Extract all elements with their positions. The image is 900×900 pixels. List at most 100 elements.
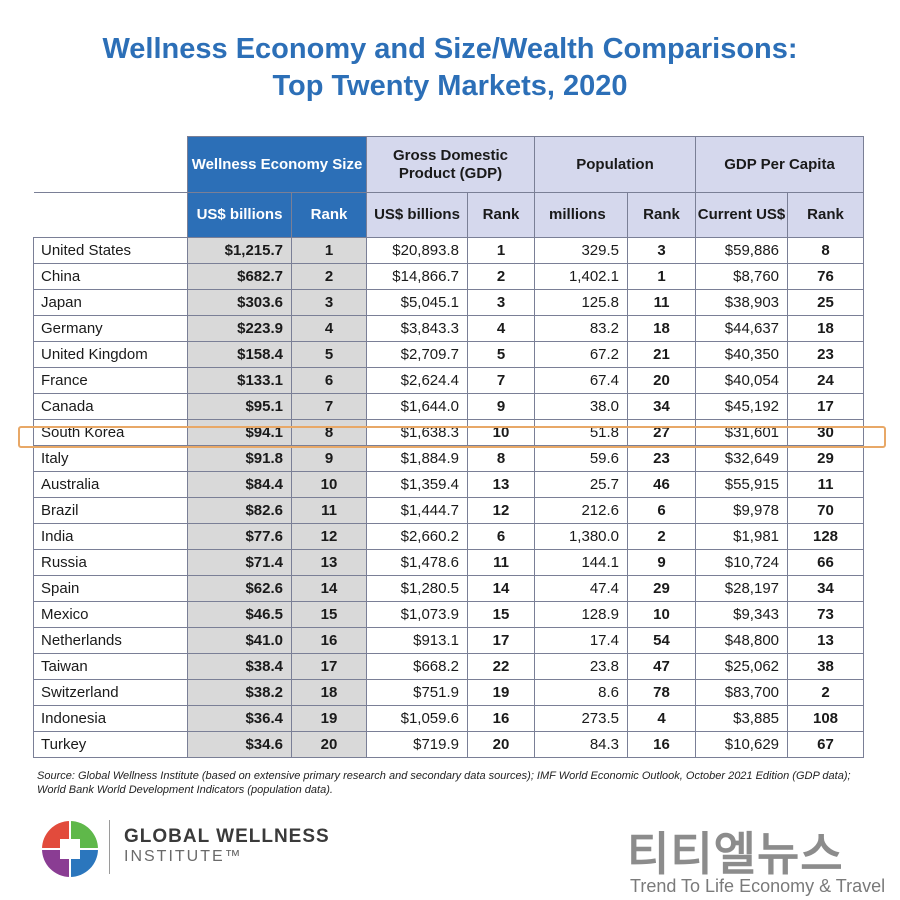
cell-country: Switzerland [33, 679, 188, 706]
cell-gdp-per-capita: $9,343 [695, 601, 789, 628]
cell-wellness-rank: 16 [291, 627, 367, 654]
cell-gdp-per-capita: $55,915 [695, 471, 789, 498]
cell-wellness-size: $82.6 [187, 497, 292, 524]
cell-wellness-rank: 6 [291, 367, 367, 394]
cell-population-rank: 34 [627, 393, 697, 420]
cell-wellness-rank: 13 [291, 549, 367, 576]
cell-gdp-rank: 15 [466, 601, 536, 628]
cell-population: 17.4 [534, 627, 629, 654]
cell-wellness-rank: 14 [291, 575, 367, 602]
cell-population: 84.3 [534, 731, 629, 758]
cell-country: Indonesia [33, 705, 188, 732]
cell-population: 51.8 [534, 419, 629, 446]
cell-gdp-rank: 11 [466, 549, 536, 576]
cell-wellness-size: $38.4 [187, 653, 292, 680]
table-body: United States $1,215.7 1 $20,893.8 1 329.5 3 $5… [33, 237, 865, 758]
cell-population-rank: 21 [627, 341, 697, 368]
cell-wellness-size: $38.2 [187, 679, 292, 706]
cell-gdp-rank: 14 [466, 575, 536, 602]
cell-population: 329.5 [534, 237, 629, 264]
cell-population: 144.1 [534, 549, 629, 576]
cell-gdp: $1,644.0 [366, 393, 468, 420]
data-table: Wellness Economy Size Gross Domestic Pro… [33, 136, 865, 758]
cell-gdp-rank: 16 [466, 705, 536, 732]
cell-wellness-rank: 4 [291, 315, 367, 342]
cell-wellness-size: $95.1 [187, 393, 292, 420]
cell-gdp-per-capita-rank: 66 [787, 549, 865, 576]
cell-country: India [33, 523, 188, 550]
table-row: Japan $303.6 3 $5,045.1 3 125.8 11 $38,903 25 [33, 289, 865, 316]
source-note: Source: Global Wellness Institute (based… [37, 770, 851, 796]
brand-name-line1: GLOBAL WELLNESS [124, 826, 330, 847]
cell-gdp-rank: 9 [466, 393, 536, 420]
cell-population-rank: 6 [627, 497, 697, 524]
cell-gdp-rank: 7 [466, 367, 536, 394]
cell-country: China [33, 263, 188, 290]
cell-population: 1,380.0 [534, 523, 629, 550]
table-row: India $77.6 12 $2,660.2 6 1,380.0 2 $1,981 128 [33, 523, 865, 550]
cell-population-rank: 47 [627, 653, 697, 680]
cell-gdp: $668.2 [366, 653, 468, 680]
cell-gdp: $14,866.7 [366, 263, 468, 290]
cell-gdp-rank: 19 [466, 679, 536, 706]
cell-wellness-size: $682.7 [187, 263, 292, 290]
cell-country: Brazil [33, 497, 188, 524]
cell-gdp-rank: 8 [466, 445, 536, 472]
cell-wellness-size: $223.9 [187, 315, 292, 342]
cell-gdp: $1,444.7 [366, 497, 468, 524]
table-row: Spain $62.6 14 $1,280.5 14 47.4 29 $28,197 34 [33, 575, 865, 602]
cell-country: Germany [33, 315, 188, 342]
cell-gdp-rank: 5 [466, 341, 536, 368]
table-row: Canada $95.1 7 $1,644.0 9 38.0 34 $45,192 17 [33, 393, 865, 420]
cell-country: United Kingdom [33, 341, 188, 368]
cell-population-rank: 27 [627, 419, 697, 446]
cell-wellness-rank: 2 [291, 263, 367, 290]
cell-population: 67.2 [534, 341, 629, 368]
subheader-gdp-per-capita-unit: Current US$ [695, 192, 789, 238]
cell-gdp-rank: 2 [466, 263, 536, 290]
cell-wellness-size: $94.1 [187, 419, 292, 446]
table-row: China $682.7 2 $14,866.7 2 1,402.1 1 $8,760 76 [33, 263, 865, 290]
cell-gdp-per-capita-rank: 2 [787, 679, 865, 706]
cell-population-rank: 23 [627, 445, 697, 472]
cell-population: 128.9 [534, 601, 629, 628]
cell-wellness-size: $77.6 [187, 523, 292, 550]
cell-gdp-per-capita: $31,601 [695, 419, 789, 446]
cell-wellness-size: $46.5 [187, 601, 292, 628]
cell-gdp-per-capita: $28,197 [695, 575, 789, 602]
cell-country: Taiwan [33, 653, 188, 680]
cell-gdp: $1,059.6 [366, 705, 468, 732]
subheader-gdp-unit: US$ billions [366, 192, 468, 238]
cell-gdp-per-capita-rank: 11 [787, 471, 865, 498]
cell-population: 125.8 [534, 289, 629, 316]
watermark-korean: 티티엘뉴스 [627, 828, 844, 880]
header-population: Population [534, 136, 697, 193]
cell-gdp-per-capita-rank: 108 [787, 705, 865, 732]
cell-gdp-per-capita-rank: 23 [787, 341, 865, 368]
chart-title-line2: Top Twenty Markets, 2020 [272, 70, 628, 102]
cell-gdp-per-capita-rank: 24 [787, 367, 865, 394]
cell-wellness-size: $133.1 [187, 367, 292, 394]
cell-country: Japan [33, 289, 188, 316]
cell-wellness-rank: 11 [291, 497, 367, 524]
cell-gdp-rank: 13 [466, 471, 536, 498]
cell-gdp-per-capita-rank: 30 [787, 419, 865, 446]
cell-population: 8.6 [534, 679, 629, 706]
cell-gdp: $751.9 [366, 679, 468, 706]
cell-population-rank: 1 [627, 263, 697, 290]
table-row: United Kingdom $158.4 5 $2,709.7 5 67.2 21 $40,… [33, 341, 865, 368]
corner-blank [33, 136, 188, 193]
cell-gdp: $1,884.9 [366, 445, 468, 472]
cell-country: Turkey [33, 731, 188, 758]
table-row: Italy $91.8 9 $1,884.9 8 59.6 23 $32,649 29 [33, 445, 865, 472]
cell-gdp-per-capita: $44,637 [695, 315, 789, 342]
cell-gdp-per-capita-rank: 73 [787, 601, 865, 628]
cell-wellness-size: $62.6 [187, 575, 292, 602]
table-row: Mexico $46.5 15 $1,073.9 15 128.9 10 $9,343 73 [33, 601, 865, 628]
cell-population: 1,402.1 [534, 263, 629, 290]
cell-gdp-per-capita: $48,800 [695, 627, 789, 654]
cell-population-rank: 29 [627, 575, 697, 602]
cell-gdp: $20,893.8 [366, 237, 468, 264]
cell-gdp-per-capita-rank: 70 [787, 497, 865, 524]
cell-gdp-per-capita-rank: 18 [787, 315, 865, 342]
